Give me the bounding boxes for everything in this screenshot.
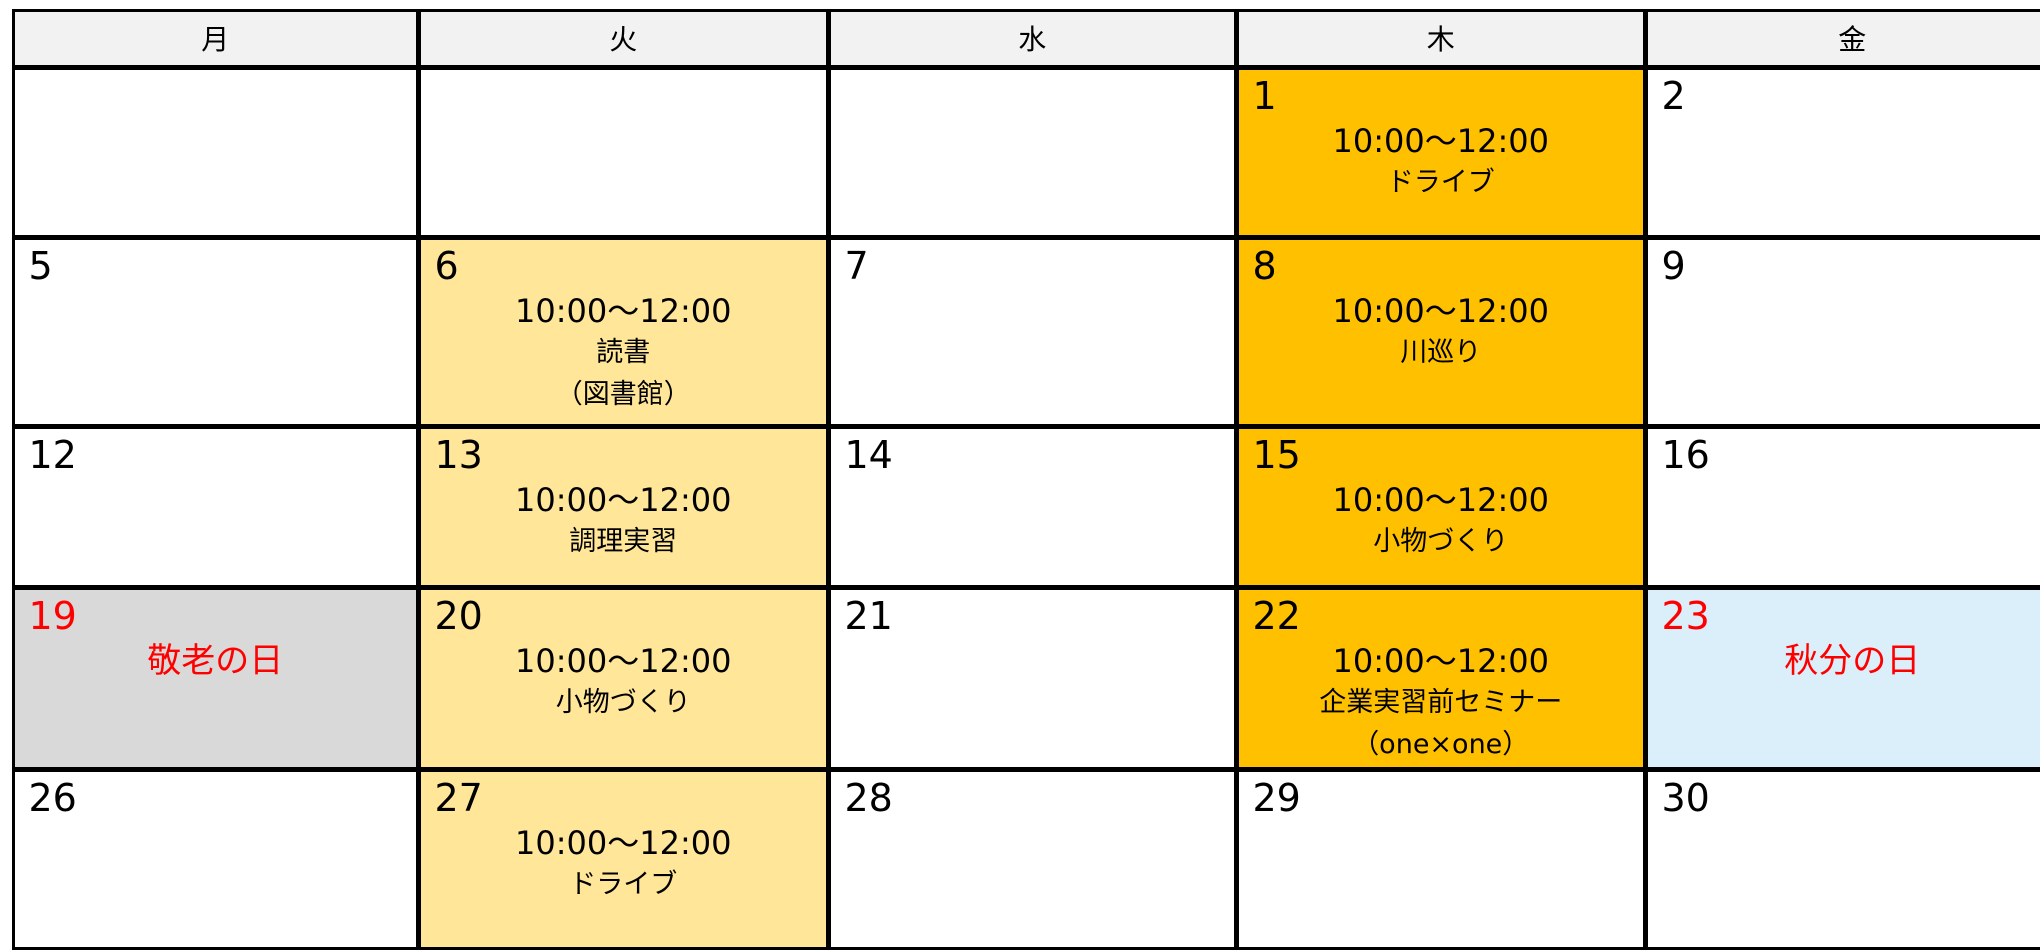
weekday-header: 木	[1236, 9, 1647, 69]
day-number: 1	[1253, 74, 1277, 118]
day-cell: 12	[12, 426, 420, 589]
event-line: （one×one）	[1239, 724, 1644, 766]
event-line: 10:00～12:00	[421, 822, 827, 864]
day-cell: 26	[12, 769, 420, 950]
day-number: 27	[435, 776, 483, 820]
day-number: 21	[845, 594, 893, 638]
day-cell	[828, 67, 1238, 239]
day-cell: 14	[828, 426, 1238, 589]
event-line: 10:00～12:00	[1239, 120, 1644, 162]
event-line: 小物づくり	[1239, 521, 1644, 563]
day-number: 19	[29, 594, 77, 638]
day-cell: 30	[1645, 769, 2040, 950]
day-number: 29	[1253, 776, 1301, 820]
day-cell	[418, 67, 830, 239]
day-cell: 7	[828, 237, 1238, 428]
day-cell: 28	[828, 769, 1238, 950]
day-number: 9	[1662, 244, 1686, 288]
day-number: 20	[435, 594, 483, 638]
day-number: 16	[1662, 433, 1710, 477]
event-line: 敬老の日	[15, 640, 417, 682]
day-number: 30	[1662, 776, 1710, 820]
day-number: 15	[1253, 433, 1301, 477]
event-line: 10:00～12:00	[1239, 290, 1644, 332]
day-cell: 16	[1645, 426, 2040, 589]
day-number: 22	[1253, 594, 1301, 638]
weekday-header: 水	[828, 9, 1238, 69]
event: 秋分の日	[1648, 640, 2040, 682]
day-number: 13	[435, 433, 483, 477]
event-line: 10:00～12:00	[421, 290, 827, 332]
event-line: 10:00～12:00	[1239, 479, 1644, 521]
day-number: 7	[845, 244, 869, 288]
day-cell: 29	[1236, 769, 1647, 950]
day-number: 8	[1253, 244, 1277, 288]
event-line: 読書	[421, 332, 827, 374]
event-line: （図書館）	[421, 374, 827, 416]
weekday-header: 月	[12, 9, 420, 69]
weekday-header: 火	[418, 9, 830, 69]
day-cell	[12, 67, 420, 239]
event-line: 10:00～12:00	[421, 640, 827, 682]
day-number: 14	[845, 433, 893, 477]
event-line: ドライブ	[1239, 162, 1644, 204]
day-number: 26	[29, 776, 77, 820]
event-line: 秋分の日	[1648, 640, 2040, 682]
event-line: 企業実習前セミナー	[1239, 682, 1644, 724]
event-line: 川巡り	[1239, 332, 1644, 374]
day-number: 12	[29, 433, 77, 477]
day-cell: 9	[1645, 237, 2040, 428]
event-line: 10:00～12:00	[421, 479, 827, 521]
day-cell: 21	[828, 587, 1238, 771]
event-line: 10:00～12:00	[1239, 640, 1644, 682]
day-number: 23	[1662, 594, 1710, 638]
event-line: ドライブ	[421, 864, 827, 906]
day-number: 6	[435, 244, 459, 288]
day-number: 5	[29, 244, 53, 288]
event: 敬老の日	[15, 640, 417, 682]
day-number: 28	[845, 776, 893, 820]
day-cell: 2	[1645, 67, 2040, 239]
event-line: 小物づくり	[421, 682, 827, 724]
day-number: 2	[1662, 74, 1686, 118]
weekday-header: 金	[1645, 9, 2040, 69]
day-cell: 5	[12, 237, 420, 428]
event-line: 調理実習	[421, 521, 827, 563]
